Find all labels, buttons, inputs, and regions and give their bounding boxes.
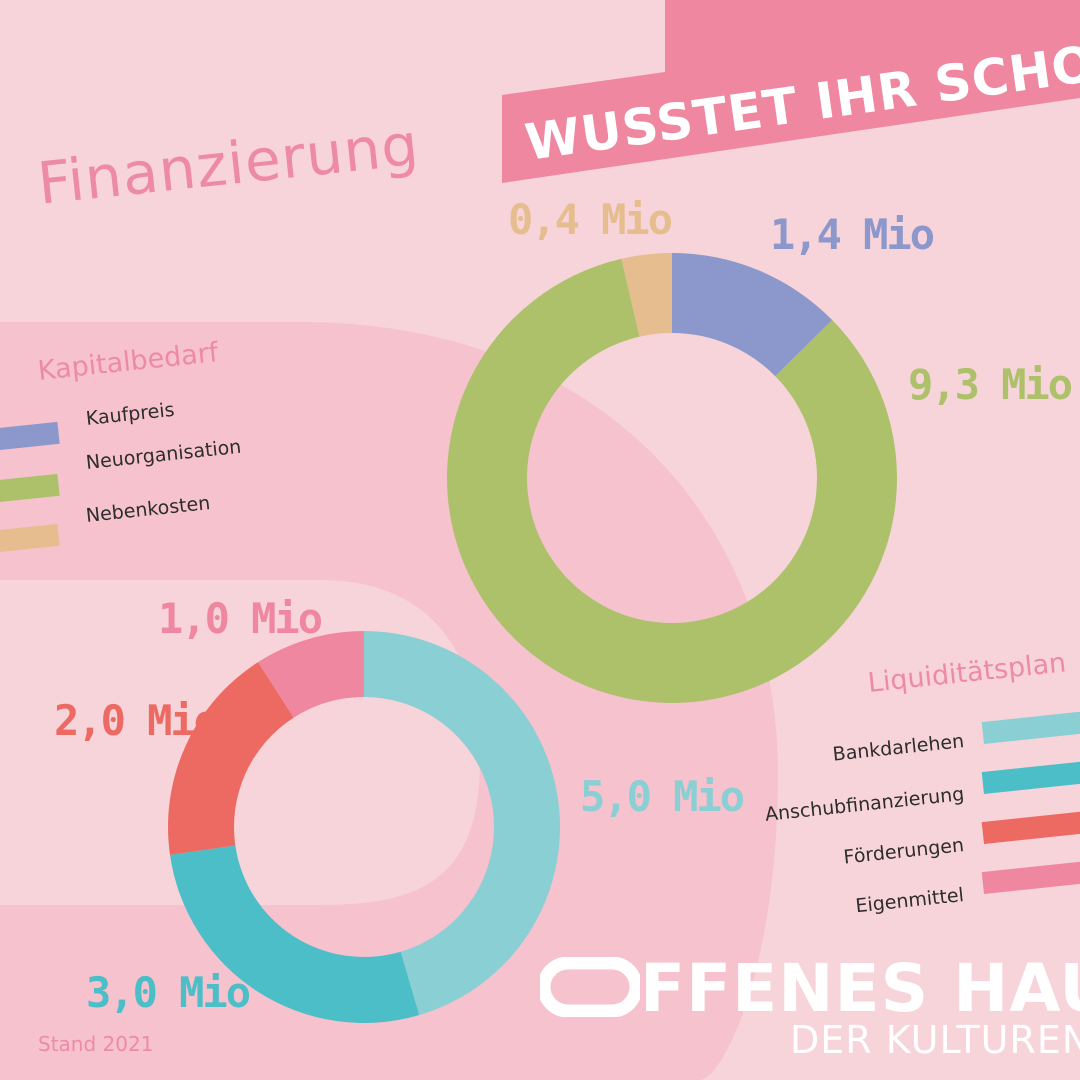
- donut-slice-förderungen: [167, 662, 294, 855]
- legend-swatch-anschubfinanzierung: [981, 761, 1080, 794]
- value-label-nebenkosten: 0,4 Mio: [508, 195, 673, 244]
- brand-name: FFENES HAUS: [640, 950, 1080, 1027]
- legend-swatch-neuorganisation: [0, 473, 60, 502]
- donut-slice-eigenmittel: [258, 630, 364, 718]
- legend-liquiditaetsplan: [981, 711, 1080, 894]
- footer-stand: Stand 2021: [38, 1032, 154, 1056]
- legend-swatch-bankdarlehen: [981, 711, 1080, 744]
- legend-swatch-förderungen: [981, 811, 1080, 844]
- legend-swatch-eigenmittel: [981, 861, 1080, 894]
- value-label-förderungen: 2,0 Mio: [54, 696, 219, 745]
- legend-swatch-nebenkosten: [0, 523, 60, 552]
- logo-o-icon: [540, 957, 640, 1017]
- legend-kapitalbedarf: [0, 421, 60, 552]
- donut-slice-nebenkosten: [621, 253, 672, 337]
- brand-subtitle: DER KULTUREN: [790, 1018, 1080, 1062]
- donut-chart-kapitalbedarf: [447, 253, 898, 703]
- value-label-kaufpreis: 1,4 Mio: [770, 210, 935, 259]
- value-label-eigenmittel: 1,0 Mio: [158, 594, 323, 643]
- value-label-neuorganisation: 9,3 Mio: [908, 360, 1073, 409]
- donut-slice-anschubfinanzierung: [169, 845, 420, 1023]
- donut-slice-kaufpreis: [672, 253, 833, 377]
- donut-slice-neuorganisation: [447, 258, 898, 703]
- legend-swatch-kaufpreis: [0, 421, 60, 450]
- donut-chart-liquiditaetsplan: [167, 630, 560, 1023]
- value-label-bankdarlehen: 5,0 Mio: [580, 772, 745, 821]
- donut-slice-bankdarlehen: [364, 631, 560, 1016]
- value-label-anschubfinanzierung: 3,0 Mio: [86, 968, 251, 1017]
